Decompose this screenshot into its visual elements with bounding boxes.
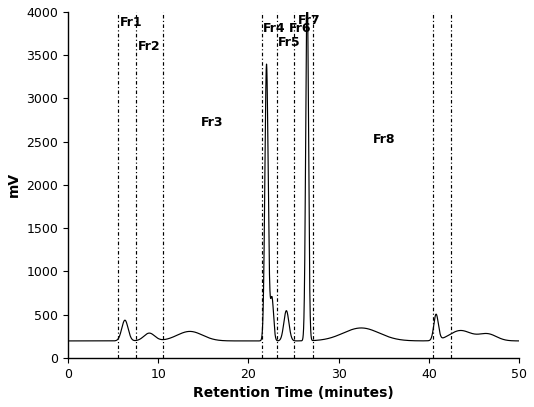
- Text: Fr5: Fr5: [278, 36, 301, 49]
- Text: Fr2: Fr2: [138, 39, 160, 53]
- Text: Fr8: Fr8: [373, 133, 395, 146]
- Text: Fr1: Fr1: [120, 16, 142, 29]
- Text: Fr3: Fr3: [201, 116, 224, 129]
- Y-axis label: mV: mV: [7, 172, 21, 197]
- Text: Fr4: Fr4: [263, 22, 286, 35]
- X-axis label: Retention Time (minutes): Retention Time (minutes): [193, 386, 394, 400]
- Text: Fr7: Fr7: [298, 14, 321, 27]
- Text: Fr6: Fr6: [289, 22, 311, 35]
